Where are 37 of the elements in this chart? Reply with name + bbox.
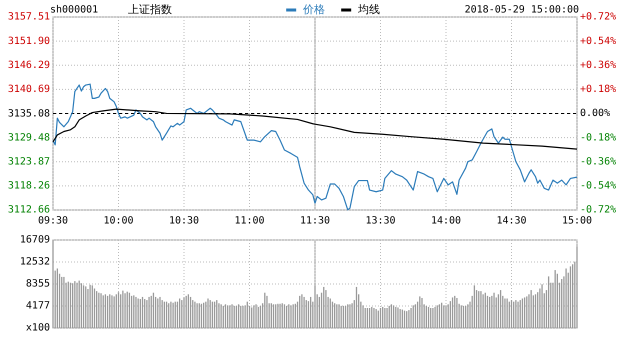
y-tick-label: 12532 [20, 256, 50, 268]
y-tick-label: 16709 [20, 234, 50, 246]
x-tick-label: 11:30 [300, 216, 330, 227]
y2-tick-label: -0.54% [580, 180, 616, 192]
legend-label: 均线 [357, 3, 380, 16]
y2-tick-label: -0.72% [580, 204, 616, 216]
text: 2018-05-29 15:00:00 [464, 4, 579, 16]
y-tick-label: 3140.69 [8, 84, 50, 96]
legend-label: 价格 [302, 3, 326, 16]
x-tick-label: 10:30 [168, 216, 200, 227]
x-tick-label: 14:30 [496, 216, 527, 227]
chart-title: 上证指数 [128, 3, 172, 16]
y2-tick-label: 0.00% [580, 108, 610, 120]
y-tick-label: 3146.29 [8, 60, 50, 72]
x-tick-label: 15:00 [562, 216, 592, 227]
x-tick-label: 13:30 [365, 216, 396, 227]
y-tick-label: 3129.48 [8, 132, 50, 144]
chart-subtitle: sh000001 [50, 4, 98, 16]
y-tick-label: 3112.66 [8, 204, 50, 216]
x-tick-label: 14:00 [430, 216, 462, 227]
y-tick-label: x100 [26, 322, 50, 334]
y-tick-label: 3123.87 [8, 156, 50, 168]
y2-tick-label: -0.36% [580, 156, 616, 168]
y-tick-label: 4177 [26, 300, 50, 312]
y2-tick-label: +0.36% [580, 60, 616, 71]
y-tick-label: 3157.51 [8, 12, 50, 23]
y2-tick-label: -0.18% [580, 132, 616, 144]
y-tick-label: 3135.08 [8, 108, 50, 120]
y-tick-label: 8355 [26, 278, 50, 290]
y2-tick-label: +0.18% [580, 84, 616, 96]
y2-tick-label: +0.72% [580, 12, 616, 23]
y-tick-label: 3118.26 [8, 180, 50, 192]
y2-tick-label: +0.54% [580, 36, 616, 47]
y-tick-label: 3151.90 [8, 36, 50, 47]
x-tick-label: 09:30 [38, 216, 68, 227]
x-tick-label: 11:00 [234, 216, 265, 227]
x-tick-label: 10:00 [103, 216, 134, 227]
